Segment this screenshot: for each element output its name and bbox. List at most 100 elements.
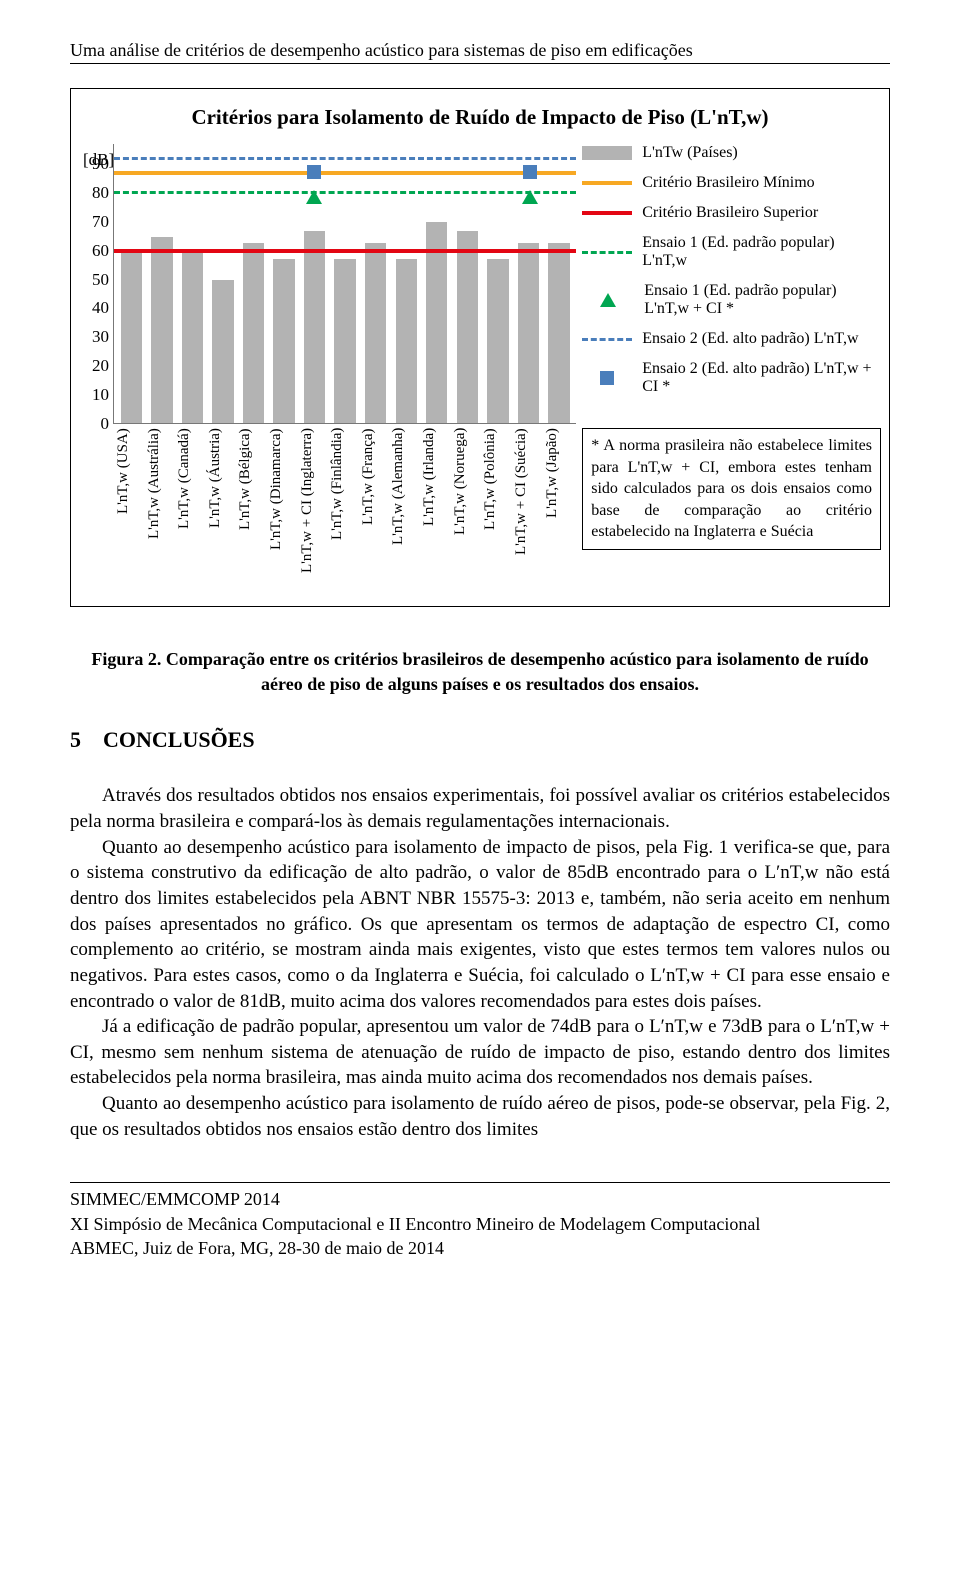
legend-item: Ensaio 1 (Ed. padrão popular) L'nT,w + C… [582, 282, 881, 318]
legend-label: Ensaio 1 (Ed. padrão popular) L'nT,w [642, 234, 881, 270]
ytick-label: 90 [92, 154, 109, 174]
bar [151, 237, 172, 423]
bar [365, 243, 386, 423]
bar-slot [360, 144, 391, 423]
ytick-label: 10 [92, 385, 109, 405]
page-header-title: Uma análise de critérios de desempenho a… [70, 40, 890, 61]
legend-label: Critério Brasileiro Superior [642, 204, 818, 222]
bar-slot [544, 144, 575, 423]
chart-plot [113, 144, 576, 424]
xtick-label: L'nT,w (Bélgica) [237, 428, 268, 598]
bar-slot [116, 144, 147, 423]
legend-dash-icon [582, 251, 632, 254]
xtick-label: L'nT,w (Irlanda) [421, 428, 452, 598]
bar-slot [330, 144, 361, 423]
legend-item: L'nTw (Países) [582, 144, 881, 162]
bar [212, 280, 233, 423]
bar [548, 243, 569, 423]
paragraph: Quanto ao desempenho acústico para isola… [70, 1091, 890, 1142]
legend-line-icon [582, 211, 632, 215]
bar [487, 259, 508, 423]
figure-caption: Figura 2. Comparação entre os critérios … [70, 647, 890, 697]
ytick-label: 50 [92, 270, 109, 290]
legend-label: L'nTw (Países) [642, 144, 738, 162]
chart-legend: L'nTw (Países) Critério Brasileiro Mínimo… [576, 144, 881, 598]
triangle-marker-icon [522, 190, 538, 204]
legend-item: Ensaio 1 (Ed. padrão popular) L'nT,w [582, 234, 881, 270]
bar [182, 253, 203, 424]
chart-plot-area: [dB] 0102030405060708090 L'nT,w (USA)L'n… [79, 144, 576, 598]
ytick-label: 80 [92, 183, 109, 203]
legend-line-icon [582, 181, 632, 185]
reference-line [114, 249, 576, 253]
bar [396, 259, 417, 423]
chart-yaxis: 0102030405060708090 [79, 144, 113, 424]
xtick-label: L'nT,w (Austrália) [146, 428, 177, 598]
xtick-label: L'nT,w (Alemanha) [390, 428, 421, 598]
bar [334, 259, 355, 423]
chart-container: Critérios para Isolamento de Ruído de Im… [70, 88, 890, 607]
chart-footnote: * A norma prasileira não estabelece limi… [582, 428, 881, 550]
legend-item: Critério Brasileiro Superior [582, 204, 881, 222]
ytick-label: 30 [92, 327, 109, 347]
bar-slot [421, 144, 452, 423]
ytick-label: 20 [92, 356, 109, 376]
bar-slot [513, 144, 544, 423]
xtick-label: L'nT,w (USA) [115, 428, 146, 598]
paragraph: Já a edificação de padrão popular, apres… [70, 1014, 890, 1091]
xtick-label: L'nT,w + CI (Suécia) [513, 428, 544, 598]
bar [457, 231, 478, 423]
bar [243, 243, 264, 423]
reference-line [114, 157, 576, 160]
bar [273, 259, 294, 423]
reference-line [114, 171, 576, 175]
section-number: 5 [70, 727, 81, 752]
xtick-label: L'nT,w (Canadá) [176, 428, 207, 598]
legend-label: Critério Brasileiro Mínimo [642, 174, 814, 192]
reference-line [114, 191, 576, 194]
bar-slot [269, 144, 300, 423]
xtick-label: L'nT,w (Dinamarca) [268, 428, 299, 598]
paragraph: Através dos resultados obtidos nos ensai… [70, 783, 890, 834]
square-marker-icon [307, 165, 321, 179]
ytick-label: 60 [92, 241, 109, 261]
chart-xaxis: L'nT,w (USA)L'nT,w (Austrália)L'nT,w (Ca… [113, 424, 576, 598]
bar [518, 243, 539, 423]
ytick-label: 40 [92, 298, 109, 318]
xtick-label: L'nT,w (Finlândia) [329, 428, 360, 598]
legend-triangle-icon [600, 293, 616, 307]
bar-slot [483, 144, 514, 423]
legend-box-icon [582, 146, 632, 160]
legend-square-icon [600, 371, 614, 385]
legend-dash-icon [582, 338, 632, 341]
footer-line: ABMEC, Juiz de Fora, MG, 28-30 de maio d… [70, 1236, 890, 1260]
ytick-label: 0 [101, 414, 110, 434]
bar [304, 231, 325, 423]
section-title: CONCLUSÕES [103, 727, 255, 752]
bar-slot [238, 144, 269, 423]
bar-slot [147, 144, 178, 423]
legend-item: Critério Brasileiro Mínimo [582, 174, 881, 192]
legend-item: Ensaio 2 (Ed. alto padrão) L'nT,w + CI * [582, 360, 881, 396]
paragraph: Quanto ao desempenho acústico para isola… [70, 835, 890, 1014]
bar-slot [177, 144, 208, 423]
chart-title: Critérios para Isolamento de Ruído de Im… [79, 105, 881, 130]
body-text: Através dos resultados obtidos nos ensai… [70, 783, 890, 1142]
legend-label: Ensaio 2 (Ed. alto padrão) L'nT,w [642, 330, 858, 348]
square-marker-icon [523, 165, 537, 179]
bar-slot [391, 144, 422, 423]
legend-item: Ensaio 2 (Ed. alto padrão) L'nT,w [582, 330, 881, 348]
xtick-label: L'nT,w (Áustria) [207, 428, 238, 598]
legend-label: Ensaio 1 (Ed. padrão popular) L'nT,w + C… [644, 282, 881, 318]
xtick-label: L'nT,w (Japão) [544, 428, 575, 598]
ytick-label: 70 [92, 212, 109, 232]
bar [121, 253, 142, 424]
page-footer: SIMMEC/EMMCOMP 2014 XI Simpósio de Mecân… [70, 1182, 890, 1260]
xtick-label: L'nT,w + CI (Inglaterra) [299, 428, 330, 598]
header-rule [70, 63, 890, 64]
footer-line: XI Simpósio de Mecânica Computacional e … [70, 1212, 890, 1236]
footer-line: SIMMEC/EMMCOMP 2014 [70, 1187, 890, 1211]
bar-slot [452, 144, 483, 423]
bar-slot [299, 144, 330, 423]
bar-slot [208, 144, 239, 423]
